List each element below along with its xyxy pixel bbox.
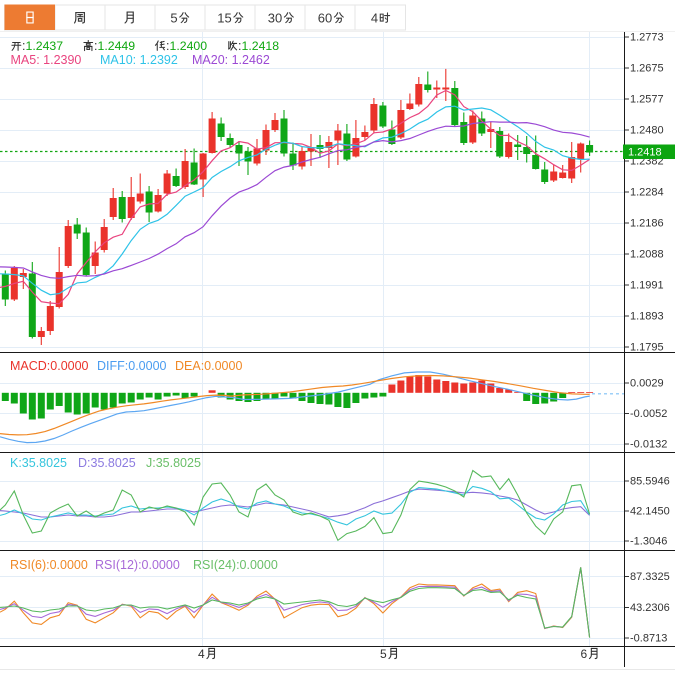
svg-text:5: 5 [170, 11, 177, 26]
svg-text:K:35.8025: K:35.8025 [10, 456, 67, 470]
svg-text:1.2186: 1.2186 [630, 218, 664, 230]
svg-text:60: 60 [318, 11, 332, 26]
svg-text:MA10: 1.2392: MA10: 1.2392 [100, 53, 178, 67]
svg-text:1.2400: 1.2400 [170, 39, 208, 53]
svg-text:1.1991: 1.1991 [630, 280, 664, 292]
svg-text::: : [238, 39, 241, 53]
svg-text:42.1450: 42.1450 [630, 506, 670, 518]
svg-text:DEA:0.0000: DEA:0.0000 [175, 359, 242, 373]
svg-text:6: 6 [581, 647, 588, 661]
svg-text:1.2418: 1.2418 [628, 147, 662, 159]
svg-text:1.2284: 1.2284 [630, 187, 664, 199]
svg-text:RSI(24):0.0000: RSI(24):0.0000 [193, 558, 278, 572]
svg-text:1.2088: 1.2088 [630, 249, 664, 261]
svg-text:D:35.8025: D:35.8025 [78, 456, 136, 470]
svg-text:RSI(6):0.0000: RSI(6):0.0000 [10, 558, 88, 572]
svg-text:MACD:0.0000: MACD:0.0000 [10, 359, 89, 373]
svg-text:J:35.8025: J:35.8025 [146, 456, 201, 470]
svg-text:MA5: 1.2390: MA5: 1.2390 [11, 53, 82, 67]
svg-text:1.2773: 1.2773 [630, 32, 664, 44]
svg-text:15: 15 [217, 11, 231, 26]
svg-text:DIFF:0.0000: DIFF:0.0000 [97, 359, 167, 373]
svg-text:1.2437: 1.2437 [26, 39, 64, 53]
svg-text:1.2480: 1.2480 [630, 125, 664, 137]
svg-text:5: 5 [380, 647, 387, 661]
svg-text:1.2418: 1.2418 [242, 39, 280, 53]
svg-text:30: 30 [268, 11, 282, 26]
svg-text:85.5946: 85.5946 [630, 476, 670, 488]
svg-text:0.0029: 0.0029 [630, 378, 664, 390]
svg-text:-1.3046: -1.3046 [630, 536, 667, 548]
svg-text:1.1795: 1.1795 [630, 342, 664, 354]
svg-text:MA20: 1.2462: MA20: 1.2462 [192, 53, 270, 67]
svg-text:4: 4 [371, 11, 378, 26]
svg-text:87.3325: 87.3325 [630, 571, 670, 583]
svg-text:1.2577: 1.2577 [630, 94, 664, 106]
svg-text:4: 4 [198, 647, 205, 661]
svg-text:1.2675: 1.2675 [630, 63, 664, 75]
svg-text:-0.8713: -0.8713 [630, 633, 667, 645]
svg-text::: : [22, 39, 25, 53]
svg-text:-0.0052: -0.0052 [630, 408, 667, 420]
svg-text::: : [94, 39, 97, 53]
svg-text:RSI(12):0.0000: RSI(12):0.0000 [95, 558, 180, 572]
svg-text:-0.0132: -0.0132 [630, 439, 667, 451]
svg-text:1.1893: 1.1893 [630, 311, 664, 323]
svg-text:43.2306: 43.2306 [630, 602, 670, 614]
svg-text:1.2449: 1.2449 [98, 39, 136, 53]
svg-text::: : [166, 39, 169, 53]
